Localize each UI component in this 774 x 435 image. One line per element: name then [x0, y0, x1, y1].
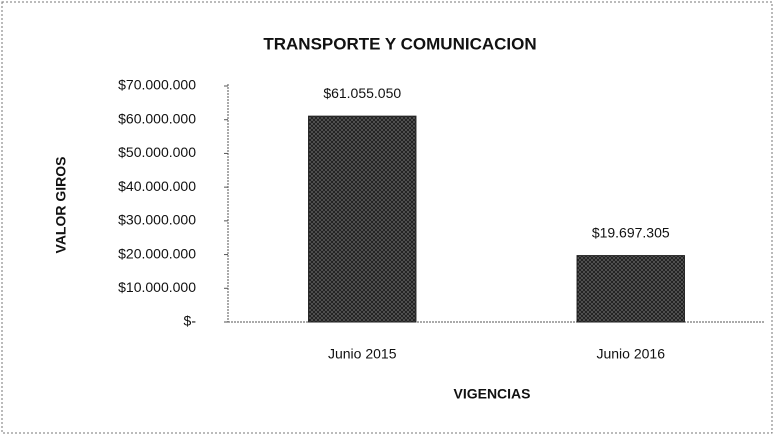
- chart-title: TRANSPORTE Y COMUNICACION: [263, 34, 536, 53]
- x-axis-label: VIGENCIAS: [453, 386, 530, 402]
- y-tick-label: $20.000.000: [118, 245, 196, 261]
- x-tick-label: Junio 2015: [328, 346, 397, 362]
- x-tick-label: Junio 2016: [596, 346, 665, 362]
- y-tick-label: $10.000.000: [118, 279, 196, 295]
- y-tick-label: $30.000.000: [118, 212, 196, 228]
- y-axis-label: VALOR GIROS: [53, 157, 69, 254]
- y-tick-label: $50.000.000: [118, 144, 196, 160]
- y-tick-label: $70.000.000: [118, 77, 196, 93]
- bar: [308, 115, 417, 323]
- y-tick-label: $60.000.000: [118, 110, 196, 126]
- data-label: $19.697.305: [592, 224, 670, 240]
- data-label: $61.055.050: [323, 85, 401, 101]
- bar: [576, 255, 685, 323]
- y-tick-label: $40.000.000: [118, 178, 196, 194]
- y-tick-label: $-: [184, 313, 197, 329]
